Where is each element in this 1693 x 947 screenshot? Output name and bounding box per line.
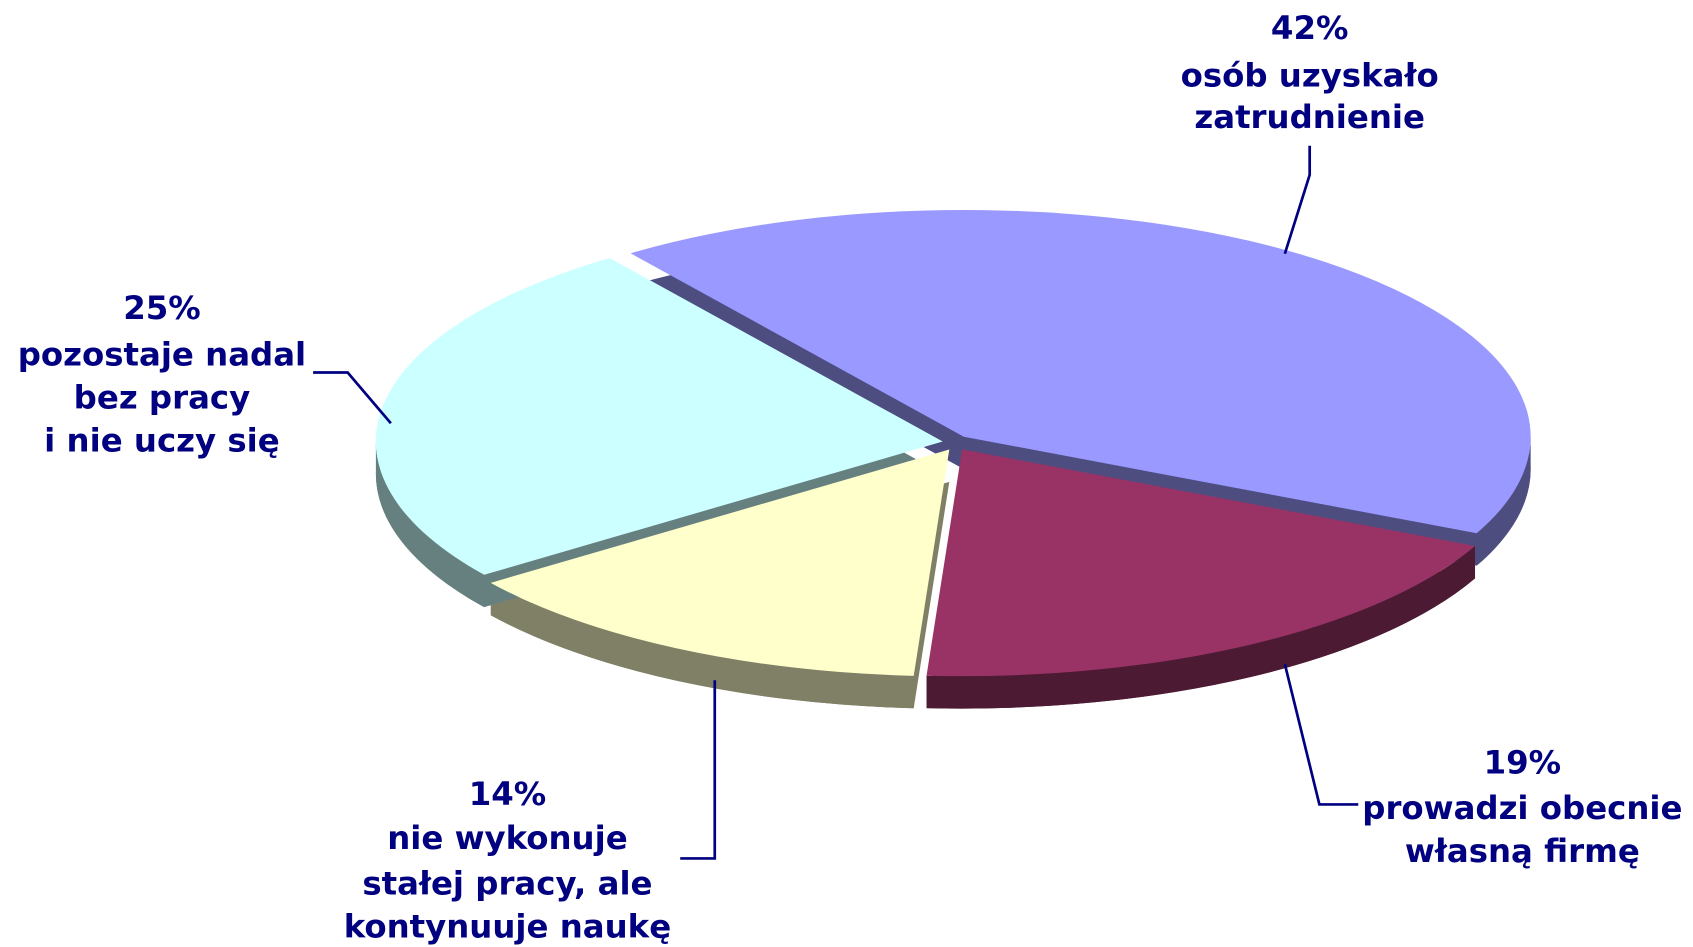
value-label: 19%: [1484, 743, 1561, 781]
category-label: pozostaje nadal: [18, 335, 306, 373]
slice-side: [926, 545, 1476, 709]
value-label: 14%: [469, 775, 546, 813]
category-label: i nie uczy się: [44, 422, 280, 460]
category-label: nie wykonuje: [387, 819, 627, 857]
slice: [375, 258, 943, 575]
leader-line: [1283, 663, 1359, 806]
category-label: osób uzyskało: [1181, 57, 1439, 95]
leader-line: [313, 371, 392, 425]
value-label: 42%: [1271, 9, 1348, 47]
slice-side: [375, 441, 485, 608]
slice: [926, 449, 1476, 677]
category-label: prowadzi obecnie: [1362, 789, 1682, 827]
category-label: kontynuuje naukę: [344, 908, 671, 946]
category-label: własną firmę: [1405, 832, 1640, 870]
value-label: 25%: [123, 289, 200, 327]
category-label: stałej pracy, ale: [362, 864, 652, 902]
leader-line: [1283, 145, 1312, 255]
slice-side: [1476, 436, 1531, 566]
leader-line: [680, 680, 717, 860]
slice-side: [490, 582, 914, 709]
slice: [630, 209, 1531, 534]
category-label: bez pracy: [74, 379, 251, 417]
category-label: zatrudnienie: [1194, 98, 1425, 136]
slice: [490, 449, 950, 676]
